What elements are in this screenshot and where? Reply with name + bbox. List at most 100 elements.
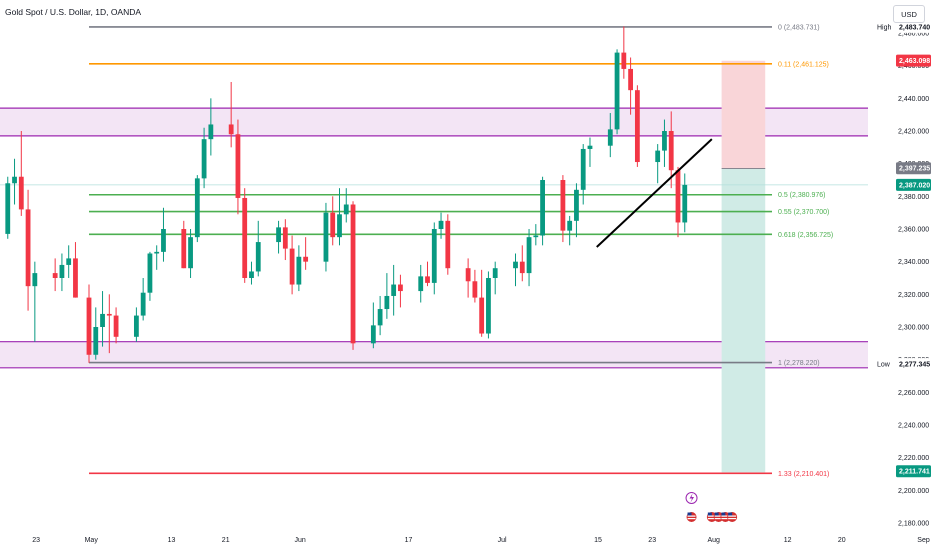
candle-body bbox=[32, 273, 38, 287]
price-tick-label: 2,180.000 bbox=[898, 521, 929, 528]
candle-body bbox=[662, 131, 667, 151]
price-tag-value: 2,387.020 bbox=[899, 182, 930, 189]
candle-body bbox=[526, 237, 532, 274]
price-axis-bg bbox=[872, 0, 932, 550]
price-tag-value: 2,463.098 bbox=[899, 58, 930, 65]
candle-body bbox=[282, 227, 288, 249]
us-flag-stripe bbox=[714, 518, 723, 520]
candle-body bbox=[255, 242, 261, 272]
us-flag-icon bbox=[686, 512, 697, 522]
price-tag-value: 2,483.740 bbox=[899, 24, 930, 31]
candle-body bbox=[486, 278, 491, 334]
time-tick-label: 13 bbox=[168, 537, 176, 544]
time-tick-label: 23 bbox=[32, 537, 40, 544]
candle-body bbox=[181, 229, 187, 269]
us-flag-canton bbox=[707, 512, 712, 516]
fib-1-label: 1 (2,278.220) bbox=[778, 360, 820, 367]
position-reward-zone bbox=[721, 168, 766, 473]
us-flag-canton bbox=[687, 512, 692, 516]
candle-body bbox=[607, 129, 613, 146]
candle-body bbox=[425, 276, 430, 283]
us-flag-canton bbox=[728, 512, 733, 516]
candle-body bbox=[445, 220, 451, 269]
price-tag-box bbox=[896, 162, 931, 175]
candle-body bbox=[384, 295, 390, 310]
time-tick-label: May bbox=[85, 537, 99, 544]
fib-0-label: 0 (2,483.731) bbox=[778, 24, 820, 31]
fib-133-label: 1.33 (2,210.401) bbox=[778, 471, 829, 478]
us-flag-stripe bbox=[707, 515, 716, 517]
candle-body bbox=[492, 268, 498, 278]
price-tick-label: 2,420.000 bbox=[898, 129, 929, 136]
price-tick-label: 2,260.000 bbox=[898, 390, 929, 397]
currency-selector[interactable]: USD bbox=[893, 5, 925, 23]
candle-body bbox=[540, 180, 545, 236]
candle-body bbox=[682, 184, 688, 223]
candle-body bbox=[303, 256, 309, 262]
time-tick-label: Sep bbox=[917, 537, 930, 544]
candle-body bbox=[161, 229, 166, 252]
us-flag-stripe bbox=[721, 518, 730, 520]
candle-body bbox=[621, 52, 627, 69]
candle-body bbox=[86, 297, 92, 355]
price-tick-label: 2,220.000 bbox=[898, 455, 929, 462]
candle-body bbox=[343, 204, 349, 215]
price-tag-value: 2,211.741 bbox=[899, 469, 930, 476]
candle-body bbox=[194, 178, 200, 238]
us-flag-stripe bbox=[721, 515, 730, 517]
candle-body bbox=[519, 261, 525, 274]
lightning-bolt bbox=[689, 493, 695, 503]
us-flag-canton bbox=[721, 512, 726, 516]
time-tick-label: Aug bbox=[707, 537, 720, 544]
candle-body bbox=[5, 183, 11, 234]
candle-body bbox=[580, 148, 586, 190]
candle-body bbox=[560, 180, 566, 231]
chart-title: Gold Spot / U.S. Dollar, 1D, OANDA bbox=[5, 7, 142, 17]
fib-0618-label: 0.618 (2,356.725) bbox=[778, 232, 833, 239]
position-risk-zone bbox=[721, 60, 766, 169]
us-flag-stripe bbox=[707, 518, 716, 520]
us-flag-stripe bbox=[728, 518, 737, 520]
candle-body bbox=[675, 170, 681, 223]
price-tick-label: 2,240.000 bbox=[898, 423, 929, 430]
candle-body bbox=[276, 227, 281, 243]
candle-body bbox=[567, 220, 573, 231]
us-flag-icon bbox=[727, 512, 738, 522]
price-tag-value: 2,277.345 bbox=[899, 362, 930, 369]
candle-body bbox=[438, 220, 444, 229]
trendline bbox=[596, 138, 713, 248]
candle-body bbox=[140, 292, 146, 316]
price-tick-label: 2,440.000 bbox=[898, 96, 929, 103]
us-flag-stripe bbox=[687, 515, 696, 517]
candle-body bbox=[106, 313, 112, 316]
candle-body bbox=[289, 248, 295, 285]
candle-body bbox=[154, 251, 160, 254]
candle-body bbox=[628, 68, 633, 91]
candle-body bbox=[350, 204, 356, 344]
candle-body bbox=[479, 297, 485, 334]
price-tick-label: 2,340.000 bbox=[898, 259, 929, 266]
price-tick-label: 2,480.000 bbox=[898, 31, 929, 38]
candle-body bbox=[465, 268, 471, 282]
price-tag-box bbox=[896, 54, 931, 67]
candle-body bbox=[113, 315, 119, 337]
candle-body bbox=[201, 139, 207, 179]
candle-body bbox=[513, 261, 518, 269]
price-tick-label: 2,360.000 bbox=[898, 227, 929, 234]
price-tick-label: 2,380.000 bbox=[898, 194, 929, 201]
candle-body bbox=[18, 176, 24, 210]
time-tick-label: 17 bbox=[405, 537, 413, 544]
candle-body bbox=[249, 271, 254, 278]
candle-body bbox=[587, 145, 593, 149]
candle-body bbox=[391, 284, 397, 296]
us-flag-stripe bbox=[728, 515, 737, 517]
candle-body bbox=[235, 134, 241, 198]
price-tag-value: 2,397.235 bbox=[899, 166, 930, 173]
price-tag-side-label: High bbox=[877, 24, 892, 31]
price-tag-side-label: Low bbox=[877, 362, 891, 369]
price-tick-label: 2,460.000 bbox=[898, 63, 929, 70]
price-tag-side-box bbox=[873, 358, 895, 371]
fib-055-label: 0.55 (2,370.700) bbox=[778, 209, 829, 216]
time-tick-label: 15 bbox=[594, 537, 602, 544]
